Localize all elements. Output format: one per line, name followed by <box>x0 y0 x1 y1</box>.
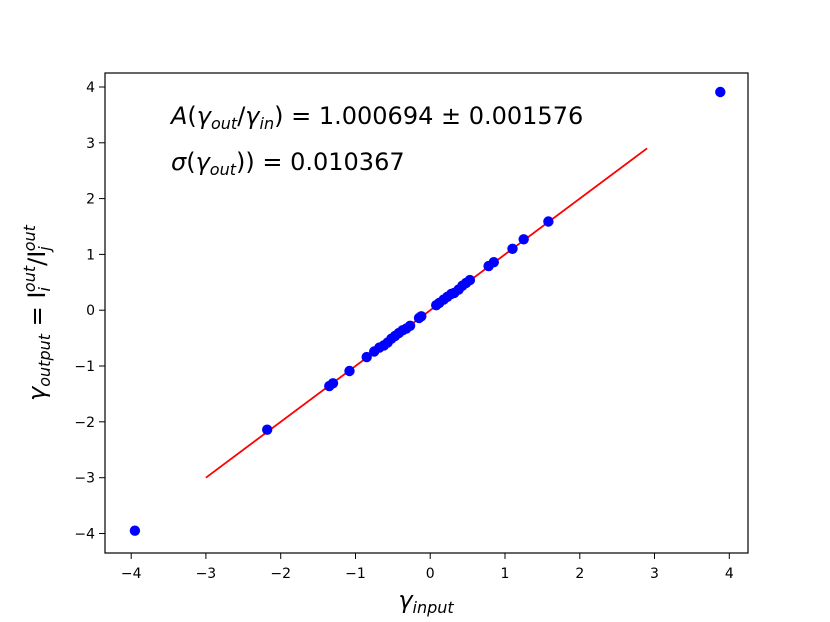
data-point <box>518 234 529 245</box>
data-point <box>344 365 355 377</box>
data-point <box>361 351 372 363</box>
data-point <box>543 216 554 227</box>
x-tick-label: 1 <box>501 566 510 582</box>
x-tick-label: 2 <box>575 566 584 582</box>
data-point <box>715 86 726 98</box>
y-tick-label: 3 <box>86 136 95 152</box>
x-tick-label: −1 <box>345 566 366 582</box>
x-axis-label: γinput <box>398 586 454 617</box>
data-point <box>327 378 339 389</box>
x-tick-label: 0 <box>426 566 435 582</box>
plot-frame <box>104 72 749 554</box>
data-point <box>464 274 476 286</box>
data-point <box>488 257 499 268</box>
x-tick-label: −3 <box>196 566 217 582</box>
data-point <box>262 424 273 435</box>
data-point <box>404 320 416 331</box>
y-tick-label: 2 <box>86 192 95 208</box>
y-axis-label: γoutput = Iiout/Ijout <box>20 224 54 401</box>
data-point <box>416 311 427 322</box>
data-point <box>507 243 518 254</box>
x-tick-label: −2 <box>270 566 291 582</box>
y-tick-label: −1 <box>74 359 95 375</box>
fit-annotation-line-1: A(γout/γin) = 1.000694 ± 0.001576 <box>169 102 583 133</box>
fit-line <box>205 147 648 479</box>
data-point <box>129 525 141 536</box>
x-tick-label: −4 <box>121 566 142 582</box>
y-tick-label: −2 <box>74 415 95 431</box>
y-tick-label: −3 <box>74 471 95 487</box>
y-tick-label: 1 <box>86 247 95 263</box>
x-tick-label: 4 <box>725 566 734 582</box>
x-tick-label: 3 <box>650 566 659 582</box>
y-tick-label: 0 <box>86 303 95 319</box>
y-tick-label: 4 <box>86 80 95 96</box>
y-tick-label: −4 <box>74 527 95 543</box>
fit-annotation-line-2: σ(γout)) = 0.010367 <box>171 148 405 179</box>
